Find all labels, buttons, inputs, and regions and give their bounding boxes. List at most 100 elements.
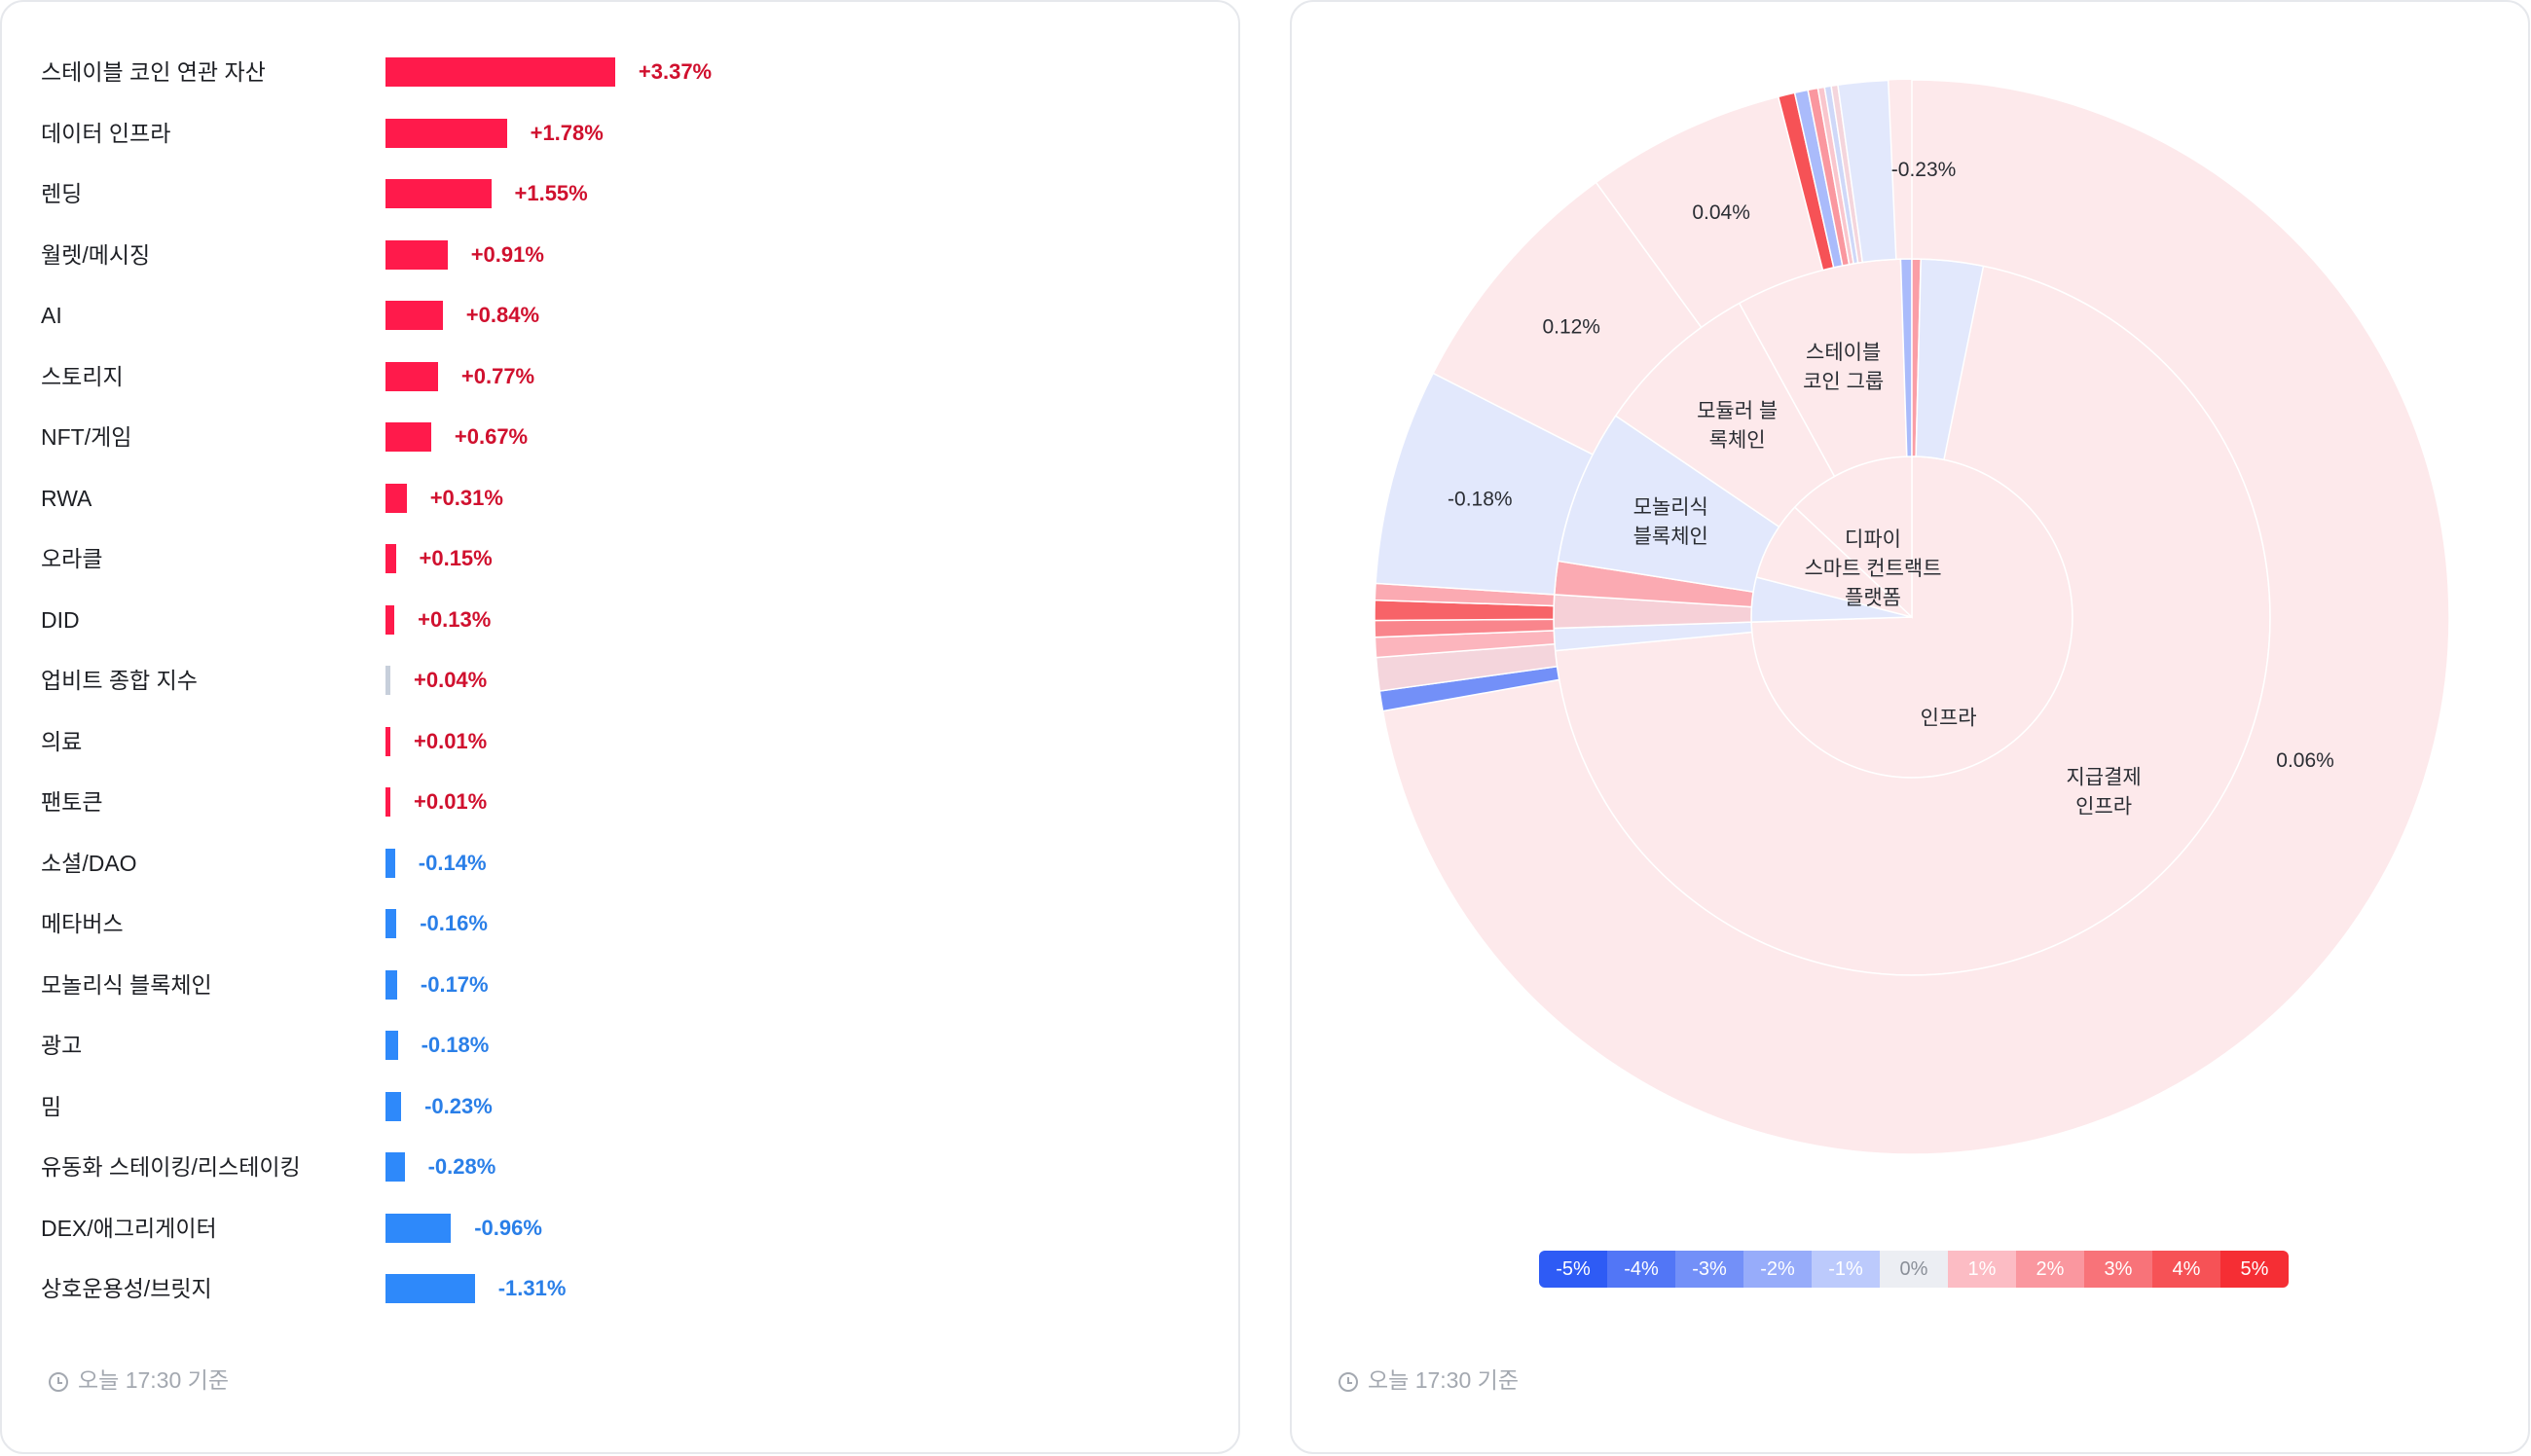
- category-label: 메타버스: [41, 911, 124, 936]
- value-label: -0.18%: [421, 1033, 490, 1057]
- value-label: +3.37%: [638, 59, 713, 84]
- bar-row: 스테이블 코인 연관 자산 +3.37%: [41, 55, 1160, 90]
- bar-mark: [385, 57, 615, 87]
- bar-mark: [385, 1152, 405, 1182]
- clock-icon: [49, 1372, 68, 1392]
- value-label: +0.15%: [419, 546, 493, 570]
- bar-row: 스토리지 +0.77%: [41, 359, 1160, 394]
- bar-row: AI +0.84%: [41, 298, 1160, 333]
- bar-mark: [385, 301, 443, 330]
- bar-row: 오라클 +0.15%: [41, 541, 1160, 576]
- legend-cell: 2%: [2016, 1251, 2084, 1288]
- bar-mark: [385, 239, 448, 270]
- bar-row: NFT/게임 +0.67%: [41, 419, 1160, 455]
- segment-label: 인프라: [1921, 707, 1977, 729]
- value-label: +0.01%: [414, 728, 488, 753]
- category-label: 업비트 종합 지수: [41, 668, 198, 693]
- bar-row: 팬토큰 +0.01%: [41, 784, 1160, 819]
- bar-row: RWA +0.31%: [41, 481, 1160, 516]
- bar-row: 의료 +0.01%: [41, 724, 1160, 759]
- value-label: -0.17%: [420, 971, 489, 997]
- legend-cell: -1%: [1812, 1251, 1880, 1288]
- bar-row: DEX/애그리게이터 -0.96%: [41, 1211, 1160, 1246]
- segment-label: 0.04%: [1692, 201, 1750, 224]
- bar-row: 유동화 스테이킹/리스테이킹 -0.28%: [41, 1149, 1160, 1184]
- bar-row: 밈 -0.23%: [41, 1089, 1160, 1124]
- bar-mark: [385, 1091, 402, 1121]
- bar-mark: [385, 666, 390, 695]
- category-bar-chart-panel: 스테이블 코인 연관 자산 +3.37% 데이터 인프라 +1.78% 렌딩 +1.55%…: [0, 0, 1240, 1454]
- value-label: +0.77%: [460, 363, 535, 388]
- timestamp-footer: 오늘 17:30 기준: [1339, 1361, 1519, 1400]
- category-label: 상호운용성/브릿지: [41, 1276, 212, 1301]
- bar-row: 업비트 종합 지수 +0.04%: [41, 663, 1160, 698]
- category-label: 스토리지: [41, 363, 124, 389]
- bar-mark: [385, 1274, 475, 1303]
- bar-row: 데이터 인프라 +1.78%: [41, 116, 1160, 151]
- value-label: -0.28%: [427, 1154, 496, 1179]
- segment-value-label: 0.06%: [2276, 749, 2334, 772]
- bar-row: 메타버스 -0.16%: [41, 906, 1160, 941]
- category-label: RWA: [41, 485, 92, 511]
- category-label: 데이터 인프라: [41, 120, 171, 146]
- value-label: -1.31%: [497, 1276, 567, 1300]
- bar-row: 소셜/DAO -0.14%: [41, 846, 1160, 881]
- legend-cell: -3%: [1675, 1251, 1743, 1288]
- timestamp-text: 오늘 17:30 기준: [1368, 1367, 1519, 1393]
- bar-mark: [385, 848, 395, 878]
- clock-icon: [1339, 1372, 1358, 1392]
- bar-mark: [385, 604, 395, 635]
- value-label: +0.91%: [470, 241, 544, 267]
- value-label: +0.13%: [418, 606, 492, 632]
- bar-mark: [385, 179, 492, 208]
- color-scale-legend: -5% -4% -3% -2% -1% 0% 1% 2% 3% 4% 5%: [1539, 1251, 2289, 1288]
- category-label: 스테이블 코인 연관 자산: [41, 59, 266, 85]
- category-label: 오라클: [41, 546, 103, 571]
- bar-mark: [385, 1213, 452, 1243]
- segment-label: -0.18%: [1448, 489, 1513, 511]
- value-label: +0.31%: [429, 485, 503, 510]
- category-label: 팬토큰: [41, 789, 103, 815]
- category-label: 유동화 스테이킹/리스테이킹: [41, 1154, 301, 1180]
- bar-row: DID +0.13%: [41, 602, 1160, 637]
- bar-mark: [385, 787, 390, 817]
- legend-cell: 3%: [2084, 1251, 2152, 1288]
- bar-mark: [385, 969, 397, 1000]
- segment-label: 지급결제 인프라: [2066, 766, 2141, 818]
- legend-cell: -5%: [1539, 1251, 1607, 1288]
- value-label: +0.01%: [414, 789, 488, 814]
- segment-label: 스테이블 코인 그룹: [1803, 342, 1884, 393]
- value-label: +0.84%: [465, 303, 540, 327]
- bar-mark: [385, 422, 431, 452]
- legend-cell: 4%: [2152, 1251, 2220, 1288]
- value-label: +0.67%: [454, 424, 529, 449]
- legend-cell: 1%: [1948, 1251, 2016, 1288]
- sunburst-segment[interactable]: [1381, 79, 2450, 1155]
- bar-mark: [385, 118, 507, 148]
- bar-row: 모놀리식 블록체인 -0.17%: [41, 967, 1160, 1002]
- bar-mark: [385, 1031, 398, 1060]
- segment-label: 모놀리식 블록체인: [1633, 496, 1708, 548]
- sunburst-segment[interactable]: [1837, 79, 1897, 264]
- value-label: +1.78%: [530, 120, 604, 145]
- value-label: -0.16%: [420, 911, 488, 935]
- category-label: 의료: [41, 728, 83, 754]
- segment-label: 모듈러 블 록체인: [1697, 400, 1778, 452]
- value-label: -0.14%: [418, 850, 487, 875]
- bar-mark: [385, 361, 438, 391]
- bar-mark: [385, 726, 390, 756]
- center-label: 디파이 스마트 컨트랙트 플랫폼: [1804, 528, 1941, 609]
- category-label: NFT/게임: [41, 424, 132, 450]
- bar-mark: [385, 909, 397, 938]
- category-label: 월렛/메시징: [41, 241, 151, 268]
- timestamp-text: 오늘 17:30 기준: [78, 1367, 229, 1393]
- timestamp-footer: 오늘 17:30 기준: [49, 1361, 229, 1400]
- value-label: +0.04%: [414, 668, 488, 692]
- segment-value-label: -0.23%: [1891, 159, 1957, 181]
- legend-cell: 5%: [2220, 1251, 2289, 1288]
- bar-row: 렌딩 +1.55%: [41, 176, 1160, 211]
- bar-mark: [385, 483, 407, 513]
- legend-cell: 0%: [1880, 1251, 1948, 1288]
